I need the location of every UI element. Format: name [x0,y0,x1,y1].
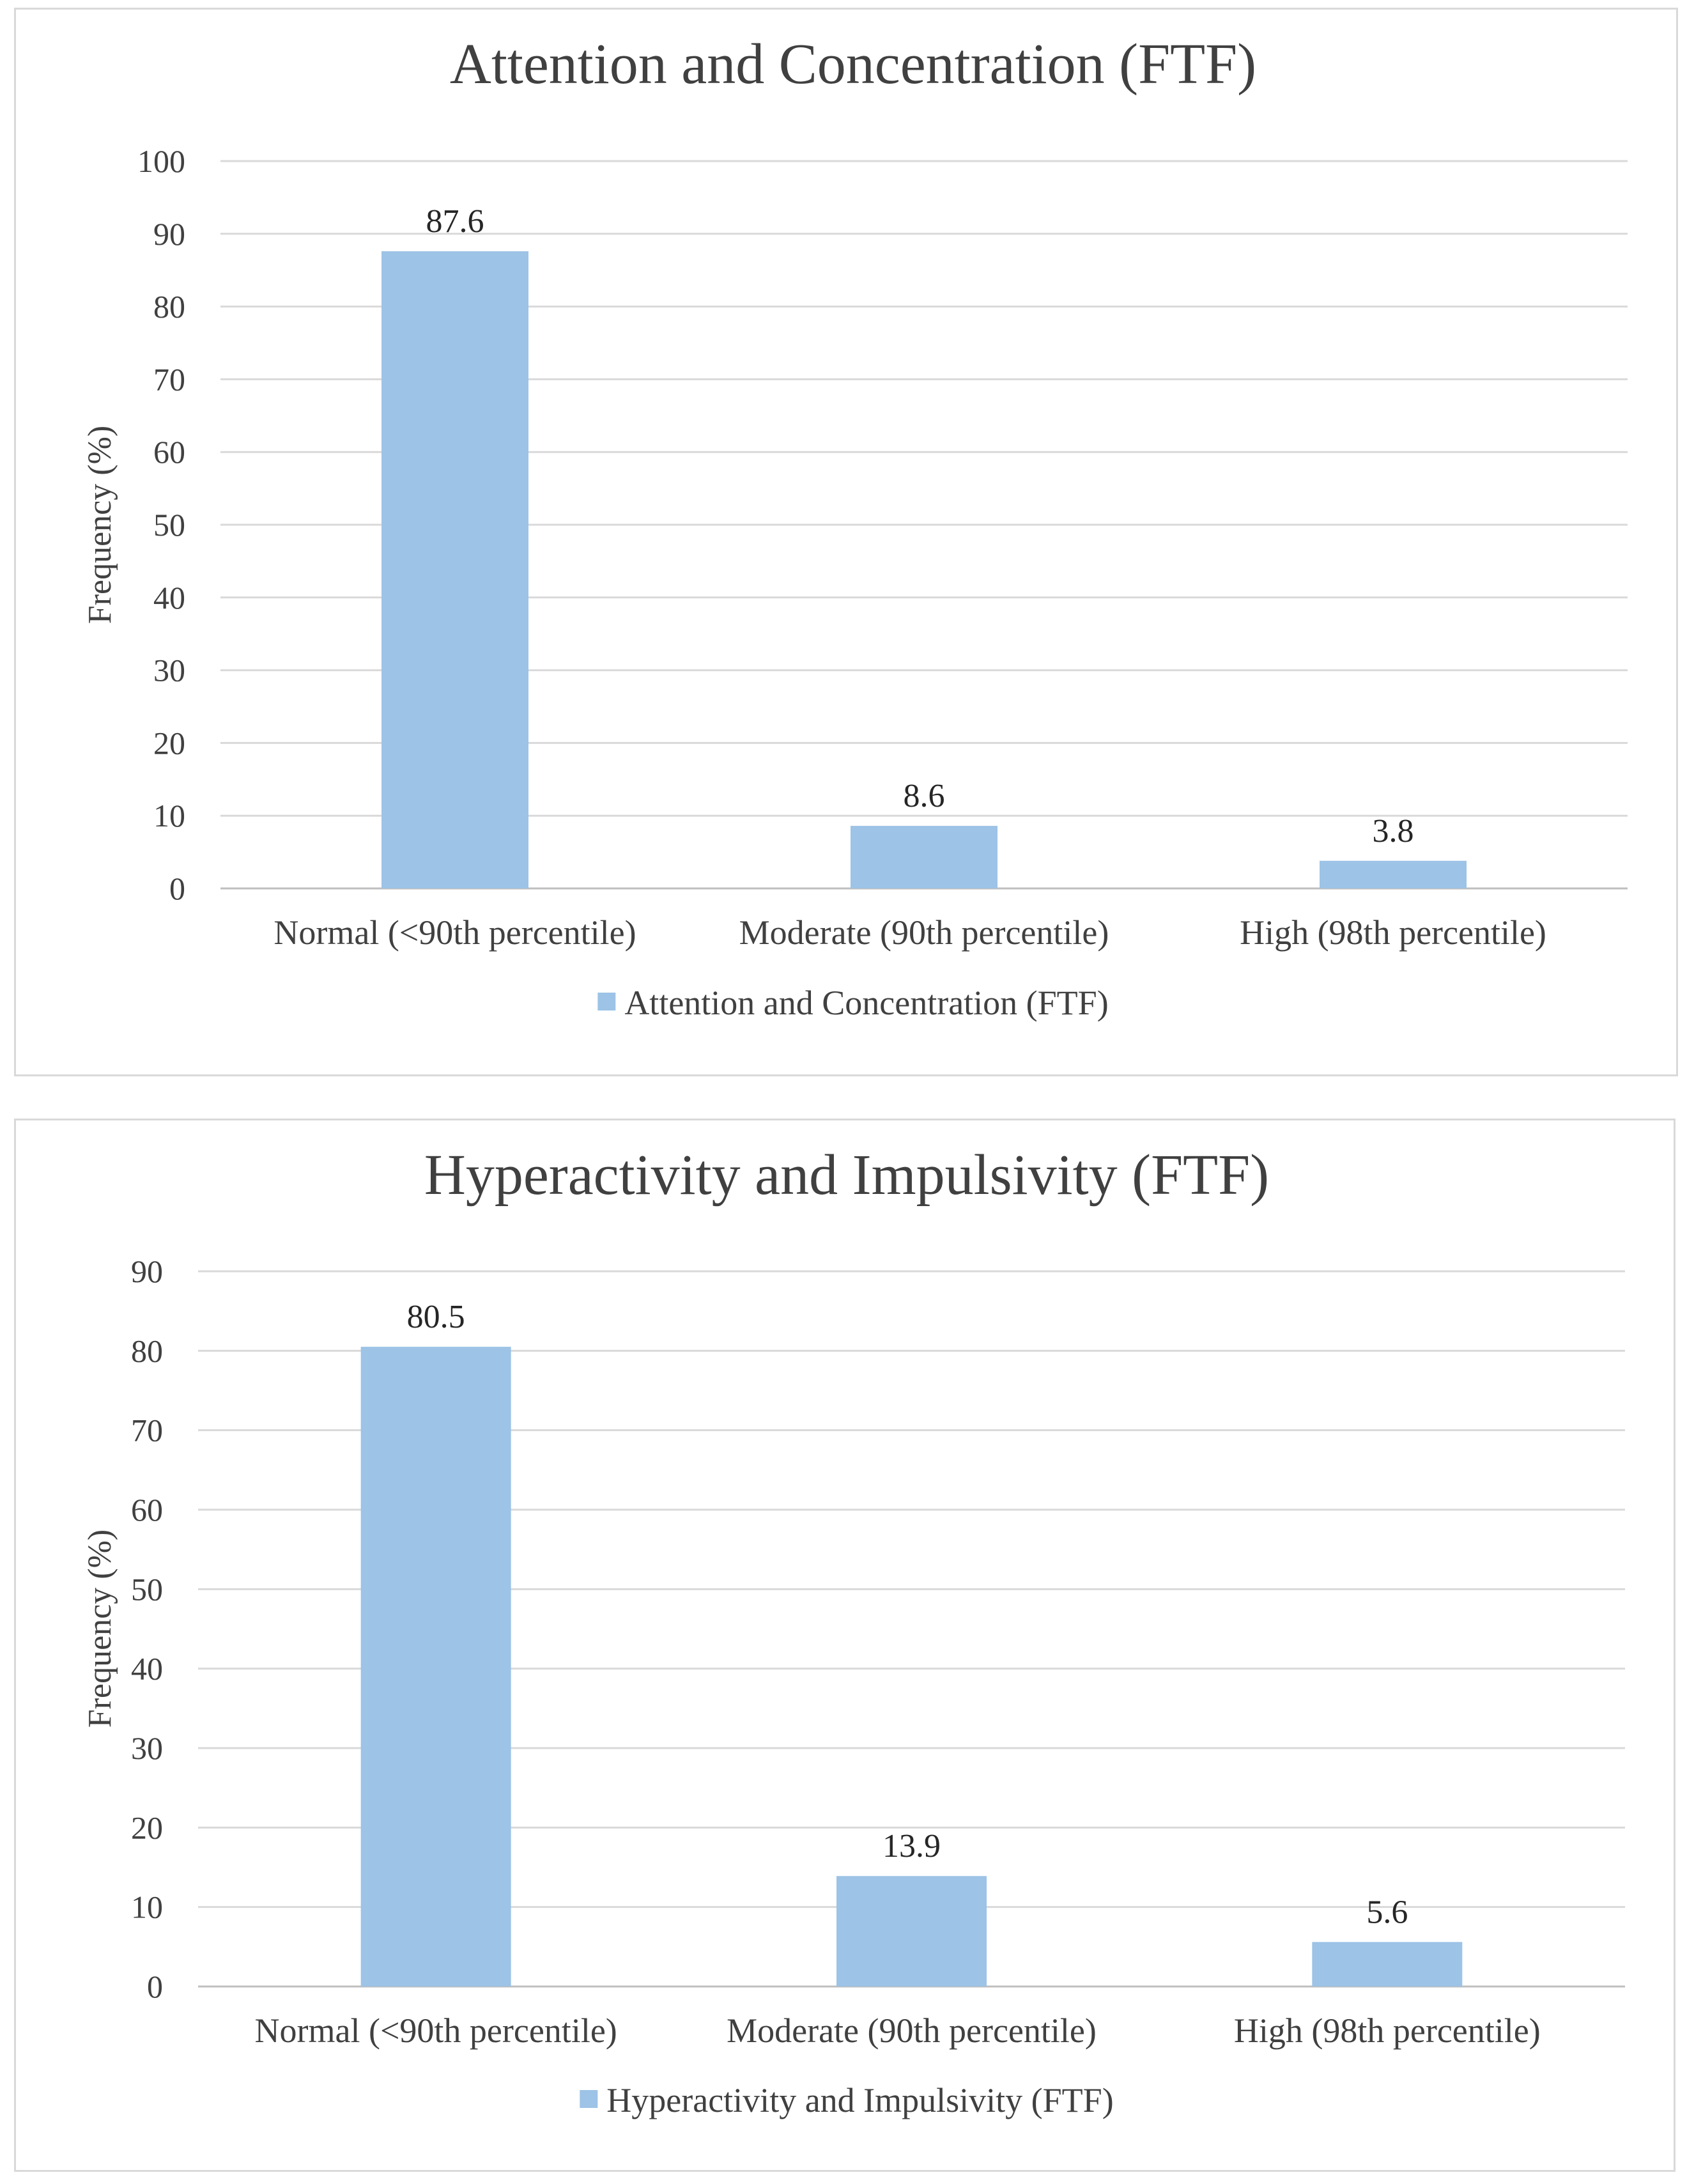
bar [381,251,528,888]
bar [1320,860,1467,888]
y-tick-label: 10 [131,1889,163,1925]
legend-label: Attention and Concentration (FTF) [624,984,1108,1022]
x-tick-label: Moderate (90th percentile) [727,2011,1097,2050]
y-tick-label: 100 [137,143,185,179]
y-tick-label: 80 [153,289,185,325]
data-label: 5.6 [1366,1894,1408,1930]
data-label: 13.9 [882,1828,941,1864]
hyperactivity-bar-chart: Hyperactivity and Impulsivity (FTF) 0 10 20… [82,1143,1625,2119]
y-tick-label: 0 [169,871,185,906]
legend: Hyperactivity and Impulsivity (FTF) [580,2081,1114,2119]
y-tick-label: 20 [131,1809,163,1845]
bar [1312,1942,1463,1987]
x-tick-label: Moderate (90th percentile) [739,913,1109,952]
y-tick-label: 90 [153,216,185,252]
x-tick-label: Normal (<90th percentile) [273,913,636,952]
y-tick-label: 40 [153,580,185,616]
y-tick-label: 50 [131,1571,163,1607]
y-tick-label: 90 [131,1253,163,1289]
data-label: 8.6 [904,778,945,814]
y-axis-label: Frequency (%) [82,426,118,624]
data-label: 3.8 [1373,813,1414,849]
legend: Attention and Concentration (FTF) [597,984,1109,1022]
y-tick-label: 10 [153,798,185,833]
y-tick-label: 70 [153,361,185,397]
bar [836,1876,987,1987]
y-tick-label: 0 [147,1969,163,2004]
x-tick-label: High (98th percentile) [1234,2011,1541,2050]
y-axis-label: Frequency (%) [82,1530,118,1728]
y-tick-label: 50 [153,507,185,543]
y-tick-label: 60 [131,1492,163,1528]
x-tick-label: High (98th percentile) [1240,913,1546,952]
data-label: 80.5 [407,1299,465,1335]
chart-title: Hyperactivity and Impulsivity (FTF) [424,1143,1269,1207]
legend-swatch [597,993,616,1011]
y-tick-label: 40 [131,1651,163,1687]
y-tick-label: 30 [153,653,185,688]
attention-bar-chart: Attention and Concentration (FTF) 0 10 20 30… [82,33,1628,1022]
bar [360,1347,511,1987]
data-label: 87.6 [426,203,484,240]
legend-swatch [580,2090,598,2108]
y-tick-label: 60 [153,434,185,470]
y-tick-label: 30 [131,1730,163,1766]
chart-panel-hyperactivity: Hyperactivity and Impulsivity (FTF) 0 10 20… [14,1119,1675,2172]
bar [851,826,998,888]
x-tick-label: Normal (<90th percentile) [255,2011,617,2050]
legend-label: Hyperactivity and Impulsivity (FTF) [606,2081,1113,2119]
y-tick-label: 70 [131,1413,163,1448]
y-tick-label: 80 [131,1333,163,1368]
chart-title: Attention and Concentration (FTF) [450,33,1256,96]
y-tick-label: 20 [153,725,185,761]
chart-panel-attention: Attention and Concentration (FTF) 0 10 20 30… [14,8,1678,1076]
